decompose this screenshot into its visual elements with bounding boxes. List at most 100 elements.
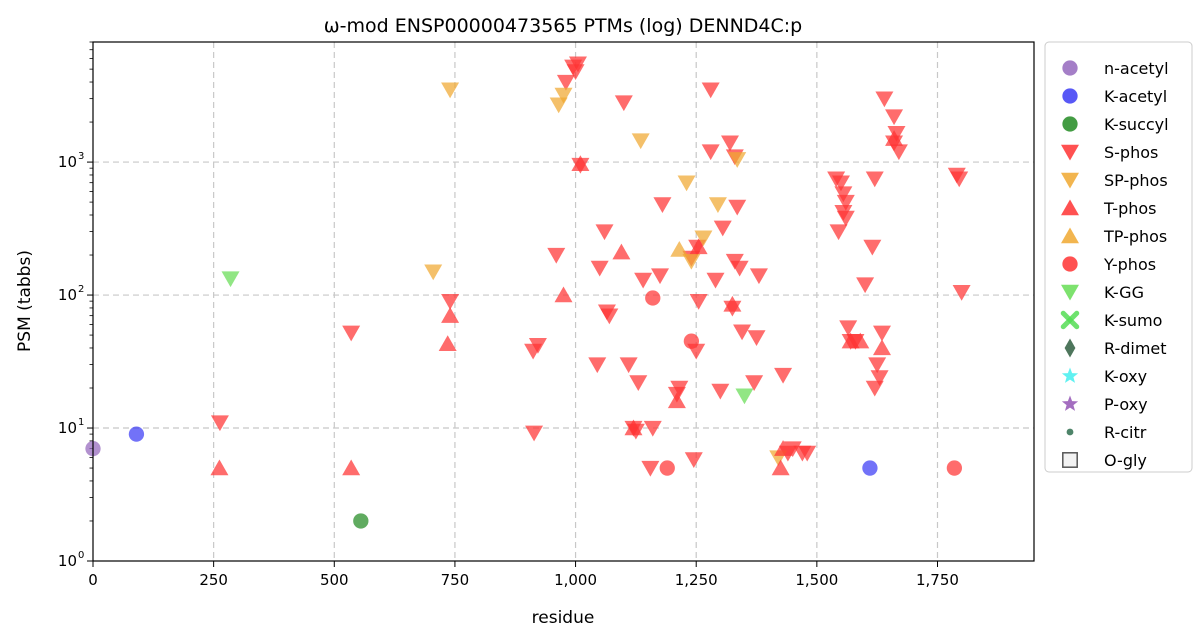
y-tick-exponent: 2 bbox=[78, 284, 84, 295]
data-point bbox=[670, 380, 689, 397]
data-point bbox=[950, 171, 969, 188]
y-axis-label: PSM (tabbs) bbox=[15, 250, 35, 352]
x-tick-label: 1,000 bbox=[554, 571, 597, 589]
series-TP-phos bbox=[670, 240, 689, 257]
legend-item: T-phos bbox=[1061, 199, 1157, 218]
data-point bbox=[588, 357, 607, 374]
data-point bbox=[624, 419, 643, 436]
data-point bbox=[834, 186, 853, 203]
data-point bbox=[424, 264, 443, 281]
data-point bbox=[771, 459, 790, 476]
data-point bbox=[745, 375, 764, 392]
legend-marker bbox=[1060, 310, 1080, 330]
data-point bbox=[713, 220, 732, 237]
data-point bbox=[872, 325, 891, 342]
data-point bbox=[829, 224, 848, 241]
x-tick-label: 750 bbox=[441, 571, 470, 589]
legend-marker bbox=[1064, 338, 1076, 358]
legend-marker bbox=[1061, 172, 1079, 189]
legend-label: K-GG bbox=[1104, 283, 1144, 302]
legend-label: SP-phos bbox=[1104, 171, 1168, 190]
legend-label: K-oxy bbox=[1104, 367, 1147, 386]
data-point bbox=[689, 293, 708, 310]
data-point bbox=[634, 272, 653, 289]
data-points bbox=[85, 56, 971, 529]
data-point bbox=[441, 307, 460, 323]
legend-item: n-acetyl bbox=[1062, 59, 1169, 78]
data-point bbox=[862, 460, 878, 476]
data-point bbox=[839, 320, 858, 337]
legend-marker bbox=[1061, 199, 1079, 216]
legend-label: TP-phos bbox=[1103, 227, 1167, 246]
legend-marker bbox=[1062, 116, 1078, 132]
legend-item: K-oxy bbox=[1061, 367, 1147, 386]
x-tick-label: 1,500 bbox=[795, 571, 838, 589]
legend-label: Y-phos bbox=[1103, 255, 1156, 274]
data-point bbox=[600, 308, 619, 325]
data-point bbox=[865, 171, 884, 188]
legend-item: K-acetyl bbox=[1062, 87, 1167, 106]
legend-label: O-gly bbox=[1104, 451, 1147, 470]
x-tick-label: 1,750 bbox=[916, 571, 959, 589]
data-point bbox=[720, 135, 739, 152]
x-tick-label: 1,250 bbox=[675, 571, 718, 589]
data-point bbox=[708, 197, 727, 214]
legend: n-acetyl K-acetyl K-succyl S-phos SP-phos T-p… bbox=[1044, 41, 1193, 473]
legend-marker bbox=[1061, 284, 1079, 301]
series-T-phos bbox=[210, 130, 904, 476]
data-point bbox=[689, 238, 708, 255]
data-point bbox=[342, 325, 361, 342]
legend-item: O-gly bbox=[1062, 451, 1147, 470]
data-point bbox=[631, 133, 650, 150]
data-point bbox=[645, 290, 661, 306]
data-point bbox=[706, 272, 725, 289]
legend-marker bbox=[1061, 227, 1079, 244]
data-point bbox=[568, 56, 587, 73]
y-tick-label: 10 bbox=[58, 419, 77, 437]
data-point bbox=[547, 247, 566, 264]
legend-label: K-succyl bbox=[1104, 115, 1169, 134]
data-point bbox=[875, 91, 894, 108]
series-K-GG bbox=[221, 271, 754, 405]
plot-frame bbox=[92, 41, 1035, 562]
data-point bbox=[659, 460, 675, 476]
x-tick-label: 0 bbox=[88, 571, 98, 589]
data-point bbox=[836, 194, 855, 211]
data-point bbox=[619, 357, 638, 374]
data-point bbox=[210, 415, 229, 432]
data-point bbox=[887, 125, 906, 142]
data-point bbox=[441, 293, 460, 310]
y-tick-label: 10 bbox=[58, 286, 77, 304]
data-point bbox=[872, 339, 891, 356]
data-point bbox=[723, 295, 742, 312]
legend-item: TP-phos bbox=[1061, 227, 1167, 246]
data-point bbox=[733, 324, 752, 341]
series-S-phos bbox=[210, 56, 971, 477]
legend-item: SP-phos bbox=[1061, 171, 1168, 190]
data-point bbox=[653, 197, 672, 214]
data-point bbox=[783, 441, 802, 458]
data-point bbox=[590, 260, 609, 277]
legend-item: S-phos bbox=[1061, 143, 1158, 162]
data-point bbox=[728, 152, 747, 168]
data-point bbox=[946, 460, 963, 476]
data-point bbox=[856, 277, 875, 294]
legend-item: Y-phos bbox=[1062, 255, 1156, 274]
legend-label: P-oxy bbox=[1104, 395, 1148, 414]
legend-marker bbox=[1066, 428, 1074, 436]
data-point bbox=[595, 224, 614, 241]
legend-marker bbox=[1062, 256, 1078, 272]
data-point bbox=[831, 175, 850, 192]
x-axis-label: residue bbox=[532, 608, 595, 628]
series-K-acetyl bbox=[128, 426, 878, 476]
data-point bbox=[682, 253, 701, 270]
data-point bbox=[684, 452, 703, 469]
series-Y-phos bbox=[645, 290, 963, 476]
y-tick-exponent: 3 bbox=[78, 151, 84, 162]
data-point bbox=[701, 144, 720, 161]
data-point bbox=[571, 155, 590, 172]
data-point bbox=[525, 425, 544, 442]
data-point bbox=[667, 392, 686, 409]
legend-marker bbox=[1062, 60, 1078, 76]
